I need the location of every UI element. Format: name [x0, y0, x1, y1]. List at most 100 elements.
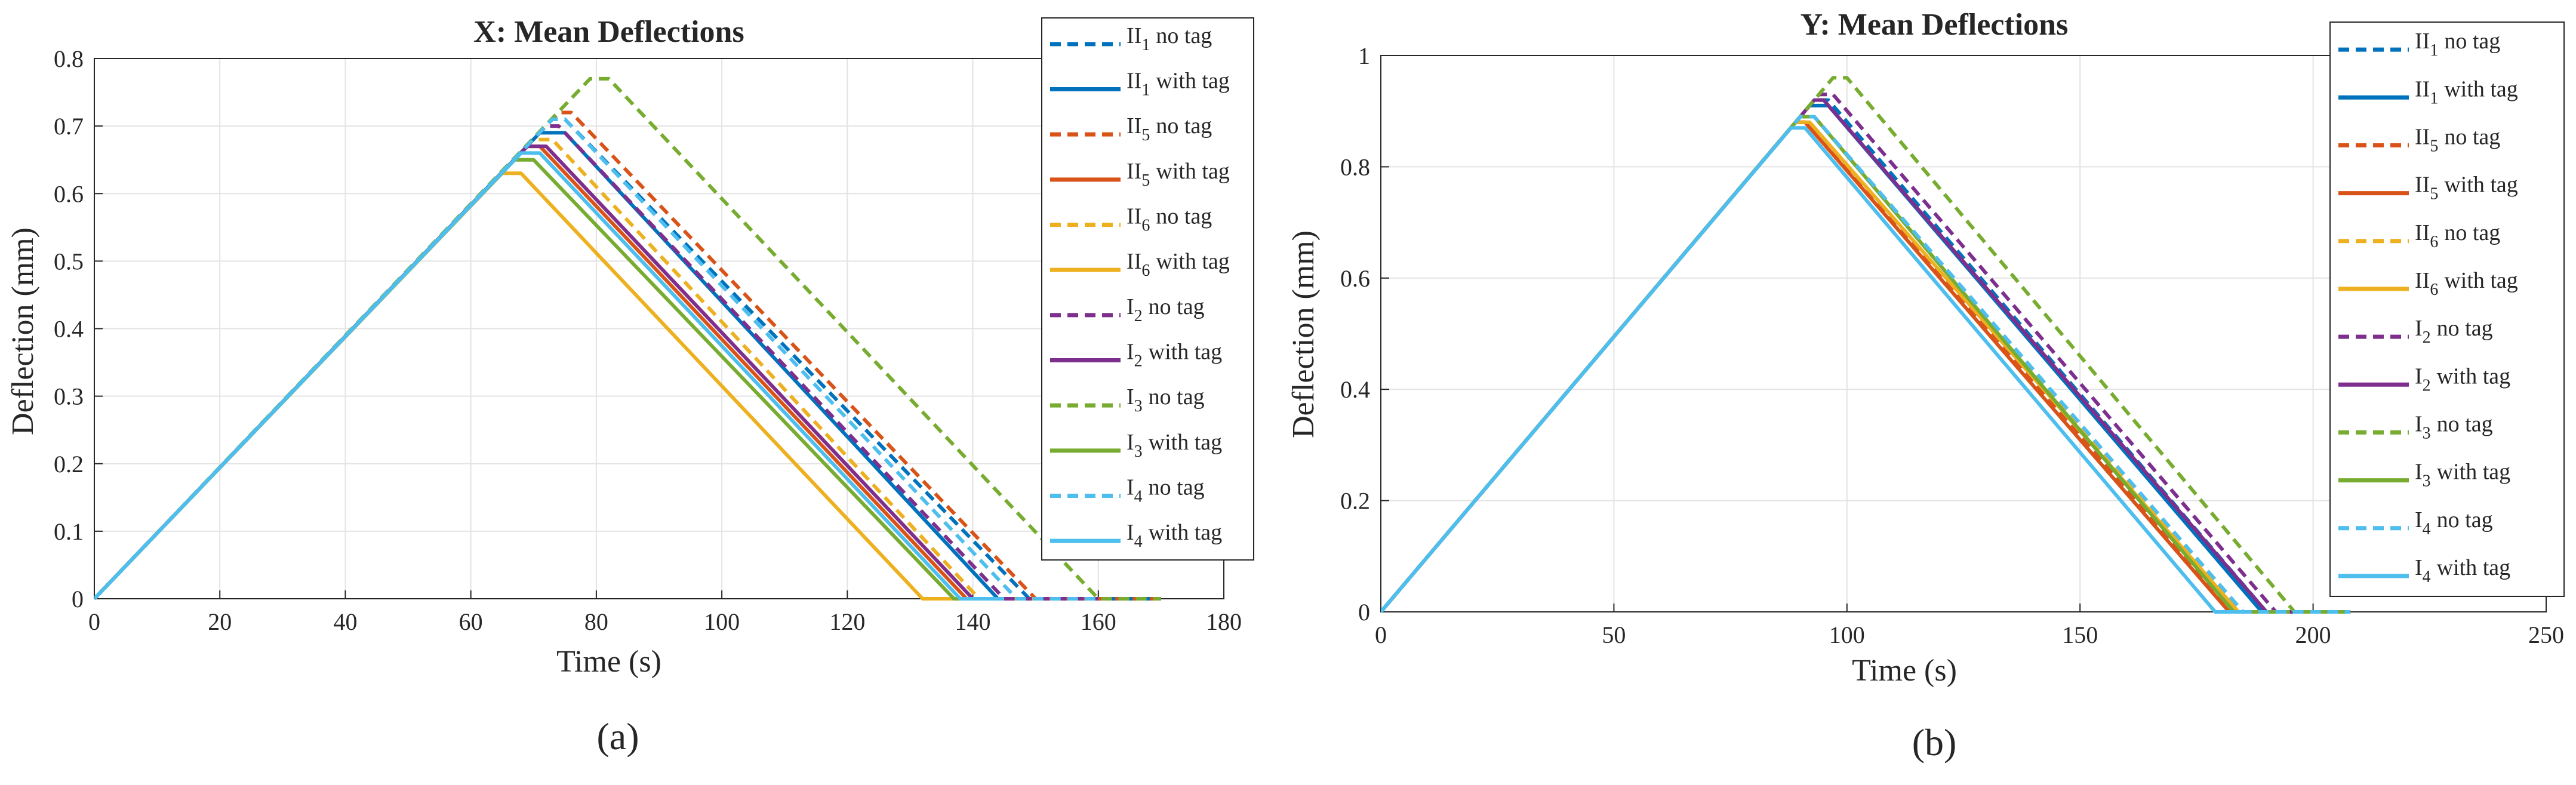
- x-tick-label: 180: [1206, 608, 1242, 635]
- x-tick-label: 20: [208, 608, 232, 635]
- legend-suffix: no tag: [2437, 507, 2493, 532]
- legend-subscript: 1: [1141, 36, 1150, 54]
- legend-suffix: no tag: [2444, 124, 2500, 149]
- panel-a: 0 20 40 60 80 100 120 140 160 180 0 0.1 0.2 0.3 0.4 0.5…: [6, 15, 1254, 758]
- legend-entry-label: II6 with tag: [1127, 249, 1230, 280]
- y-tick-label: 0.8: [1340, 153, 1370, 180]
- series-line: [94, 151, 1005, 601]
- panel-b: 0 50 100 150 200 250 0 0.2 0.4 0.6 0.8 1 Y: Mean Def…: [1287, 8, 2565, 764]
- legend-subscript: 4: [2423, 568, 2431, 586]
- legend-subscript: 3: [1134, 442, 1143, 461]
- x-tick-label: 80: [584, 608, 608, 635]
- panel-label: (b): [1912, 721, 1957, 764]
- y-tick-label: 0.4: [1340, 376, 1370, 403]
- legend-symbol: II: [1127, 159, 1141, 184]
- x-tick-label: 150: [2062, 621, 2098, 648]
- y-tick-label: 0.2: [54, 451, 84, 478]
- x-tick-label: 160: [1081, 608, 1116, 635]
- legend-subscript: 6: [2430, 281, 2438, 299]
- legend-suffix: with tag: [1156, 249, 1229, 274]
- legend-entry-label: II6 no tag: [1127, 204, 1212, 235]
- legend-symbol: I: [1127, 520, 1134, 545]
- legend-subscript: 4: [2423, 520, 2431, 538]
- legend-entry-label: I4 no tag: [1127, 475, 1205, 506]
- series-line: [1381, 115, 2351, 614]
- legend-entry-label: II5 with tag: [2415, 173, 2518, 204]
- legend-suffix: with tag: [2437, 364, 2510, 389]
- legend-entry-label: II5 no tag: [2415, 124, 2500, 155]
- legend-entry-label: I3 no tag: [1127, 384, 1205, 415]
- legend-suffix: with tag: [2444, 76, 2517, 101]
- legend-entry-label: II1 with tag: [2415, 76, 2518, 107]
- x-tick-label: 0: [1375, 621, 1387, 648]
- legend-symbol: I: [2415, 460, 2423, 485]
- legend-subscript: 2: [1134, 307, 1143, 325]
- chart-title: X: Mean Deflections: [473, 15, 744, 49]
- legend-subscript: 2: [1134, 352, 1143, 371]
- legend-suffix: with tag: [1156, 69, 1229, 94]
- legend-entry-label: II5 no tag: [1127, 113, 1212, 144]
- y-tick-label: 0.6: [1340, 265, 1370, 292]
- legend-suffix: no tag: [1156, 113, 1212, 138]
- y-tick-label: 1: [1358, 42, 1370, 69]
- legend-symbol: II: [1127, 249, 1141, 274]
- legend-entry-label: I2 no tag: [1127, 294, 1205, 325]
- legend-subscript: 3: [2423, 424, 2431, 442]
- legend-suffix: with tag: [1149, 520, 1222, 545]
- x-tick-label: 250: [2528, 621, 2564, 648]
- legend-suffix: no tag: [1149, 294, 1205, 319]
- x-tick-label: 200: [2295, 621, 2331, 648]
- legend-symbol: II: [1127, 204, 1141, 229]
- y-tick-label: 0.4: [54, 316, 84, 343]
- y-tick-label: 0.1: [54, 518, 84, 545]
- chart-title: Y: Mean Deflections: [1801, 8, 2069, 42]
- legend-suffix: with tag: [2437, 460, 2510, 485]
- x-tick-label: 140: [955, 608, 991, 635]
- legend-subscript: 5: [1141, 126, 1150, 144]
- y-tick-label: 0.8: [54, 45, 84, 72]
- series-line: [94, 76, 1161, 601]
- legend-subscript: 2: [2423, 328, 2431, 347]
- legend-symbol: I: [1127, 294, 1134, 319]
- y-axis-label: Deflection (mm): [1287, 230, 1321, 438]
- legend-symbol: I: [2415, 411, 2423, 436]
- legend-suffix: no tag: [1156, 204, 1212, 229]
- legend-entry-label: I4 no tag: [2415, 507, 2493, 538]
- legend-entry-label: I2 with tag: [2415, 364, 2510, 395]
- legend-subscript: 6: [1141, 261, 1150, 280]
- x-tick-label: 40: [333, 608, 357, 635]
- legend-subscript: 4: [1134, 532, 1143, 551]
- legend-subscript: 2: [2423, 376, 2431, 395]
- legend-suffix: no tag: [1149, 475, 1205, 500]
- legend-entry-label: II6 with tag: [2415, 268, 2518, 299]
- legend-subscript: 1: [2430, 89, 2438, 107]
- legend-suffix: no tag: [2444, 29, 2500, 54]
- legend-entry-label: II1 no tag: [1127, 23, 1212, 54]
- legend-subscript: 5: [2430, 137, 2438, 155]
- legend-symbol: I: [2415, 507, 2423, 532]
- series-group: [1381, 76, 2351, 614]
- legend-subscript: 1: [1141, 81, 1150, 100]
- x-tick-label: 0: [88, 608, 100, 635]
- legend-suffix: no tag: [2444, 220, 2500, 245]
- x-tick-label: 100: [1829, 621, 1865, 648]
- series-line: [94, 110, 1161, 601]
- y-axis-label: Deflection (mm): [6, 227, 40, 435]
- legend-entry-label: II5 with tag: [1127, 159, 1230, 190]
- legend-subscript: 5: [1141, 171, 1150, 190]
- legend-entry-label: II6 no tag: [2415, 220, 2500, 251]
- legend-suffix: with tag: [2444, 268, 2517, 293]
- legend-entry-label: II1 no tag: [2415, 29, 2500, 60]
- y-tick-label: 0.5: [54, 248, 84, 275]
- legend-entry-label: I4 with tag: [2415, 555, 2510, 586]
- legend-entry-label: I4 with tag: [1127, 520, 1222, 551]
- legend-suffix: with tag: [1149, 340, 1222, 365]
- x-axis-label: Time (s): [556, 645, 661, 679]
- legend-subscript: 1: [2430, 41, 2438, 60]
- legend-symbol: I: [1127, 475, 1134, 500]
- legend-entry-label: I3 with tag: [1127, 430, 1222, 461]
- series-group: [94, 76, 1161, 601]
